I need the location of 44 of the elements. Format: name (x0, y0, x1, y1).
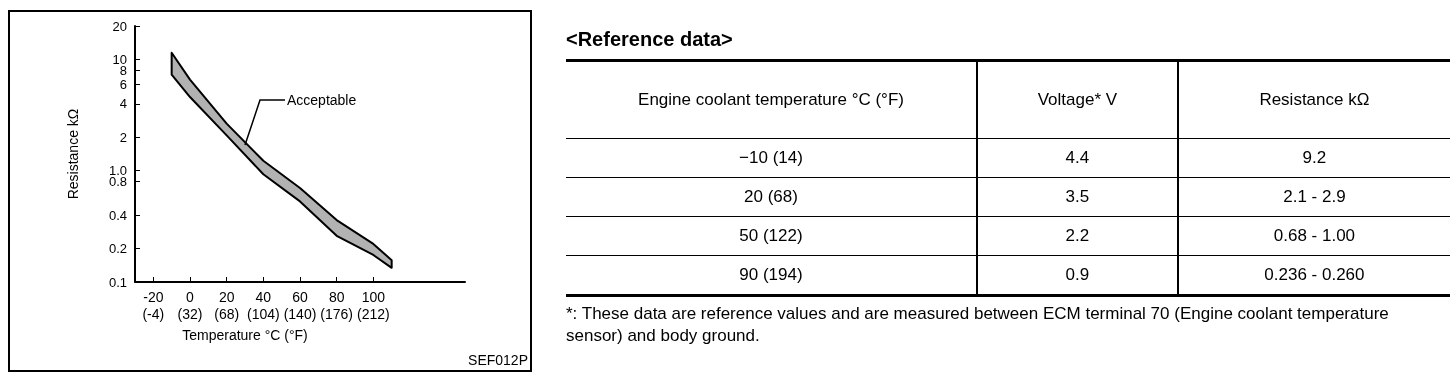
text: −10 (14) (566, 138, 977, 178)
y-tick-label: 20 (112, 18, 127, 34)
y-tick-label: 4 (119, 96, 127, 112)
y-tick-label: 10 (112, 51, 127, 67)
text: 2.2 (977, 216, 1178, 256)
x2-tick-label: (140) (283, 306, 317, 322)
x-tick-label: -20 (143, 289, 164, 305)
text: SEF012P (468, 352, 528, 368)
x-tick-label: 40 (255, 289, 272, 305)
x2-tick-label: (32) (177, 306, 203, 322)
x2-tick-label: (104) (246, 306, 280, 322)
annotation: Acceptable (287, 92, 357, 109)
x-tick-label: 20 (218, 289, 235, 305)
text: Resistance kΩ (1177, 60, 1450, 139)
x2-tick-label: (68) (214, 306, 240, 322)
text: 0.68 - 1.00 (1177, 216, 1450, 256)
y-axis-title: Resistance kΩ (65, 108, 81, 200)
text: Engine coolant temperature °C (°F) (566, 60, 977, 139)
text: *: These data are reference values and are measured between ECM terminal 70 (Engine coolant temperature sensor) and body ground. (566, 303, 1390, 348)
text: 9.2 (1177, 138, 1450, 178)
x2-tick-label: (176) (320, 306, 354, 322)
x-tick-label: 0 (186, 289, 195, 305)
text: 3.5 (977, 177, 1178, 217)
text: 0.236 - 0.260 (1177, 255, 1450, 296)
y-tick-label: 0.2 (108, 241, 127, 257)
x-tick-label: 80 (328, 289, 345, 305)
x2-tick-label: (-4) (142, 306, 165, 322)
text: 4.4 (977, 138, 1178, 178)
text: 20 (68) (566, 177, 977, 217)
text: <Reference data> (566, 28, 734, 51)
text: 90 (194) (566, 255, 977, 296)
x-tick-label: 100 (361, 289, 386, 305)
y-tick-label: 0.4 (108, 207, 127, 223)
text: Voltage* V (977, 60, 1178, 139)
y-tick-label: 2 (119, 129, 127, 145)
x-axis-title: Temperature °C (°F) (182, 327, 308, 343)
text: 0.9 (977, 255, 1178, 296)
x-tick-label: 60 (292, 289, 308, 305)
text: 2.1 - 2.9 (1177, 177, 1450, 217)
y-tick-label: 6 (119, 76, 127, 92)
y-tick-label: 0.1 (108, 274, 127, 290)
text: 50 (122) (566, 216, 977, 256)
y-tick-label: 0.8 (108, 174, 127, 190)
x2-tick-label: (212) (356, 306, 390, 322)
